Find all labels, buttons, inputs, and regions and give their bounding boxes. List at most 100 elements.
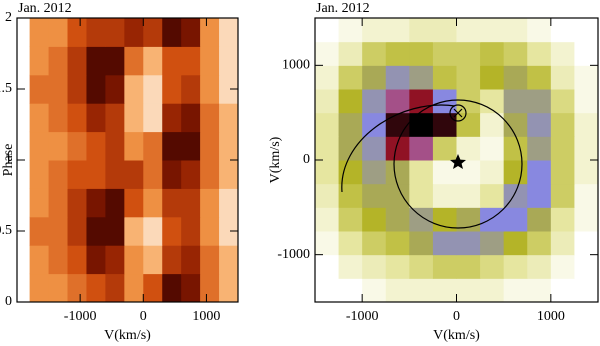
heat-cell [550, 65, 575, 90]
x-tick-label: 1000 [192, 309, 220, 324]
heat-cell [574, 183, 599, 208]
heat-cell [480, 136, 505, 161]
heat-cell [338, 278, 363, 303]
x-axis-label: V(km/s) [104, 328, 151, 343]
heat-cell [503, 65, 528, 90]
y-axis-label: Phase [1, 144, 16, 177]
heat-cell [409, 136, 434, 161]
heat-cell [315, 89, 340, 114]
heat-cell [527, 65, 552, 90]
heat-cell [480, 254, 505, 279]
heat-cell [550, 278, 575, 303]
heat-cell [385, 18, 410, 43]
heat-cell [409, 278, 434, 303]
heat-cell [105, 74, 125, 104]
y-tick-label: 1 [5, 152, 12, 167]
heat-cell [574, 207, 599, 232]
binary-overlay [341, 99, 523, 229]
heat-cell [550, 136, 575, 161]
heat-cell [362, 18, 387, 43]
heat-cell [362, 41, 387, 66]
heat-cell [67, 131, 87, 161]
heat-cell [527, 160, 552, 185]
heat-cell [162, 245, 182, 275]
heat-cell [385, 254, 410, 279]
heat-cell [338, 65, 363, 90]
heat-cell [124, 131, 144, 161]
heat-cell [162, 46, 182, 76]
heat-cell [219, 245, 239, 275]
heat-cell [67, 46, 87, 76]
heat-cell [574, 18, 599, 43]
heat-cell [162, 18, 182, 47]
heat-cell [29, 188, 50, 218]
heat-cell [503, 278, 528, 303]
heat-cell [338, 254, 363, 279]
heat-cell [574, 160, 599, 185]
heat-cell [480, 231, 505, 256]
heat-cell [124, 46, 144, 76]
heat-cell [480, 89, 505, 114]
heat-cell [480, 18, 505, 43]
heat-cell [409, 207, 434, 232]
heat-cell [385, 89, 410, 114]
heat-cell [143, 74, 163, 104]
heat-cell [86, 160, 106, 189]
heat-cell [338, 41, 363, 66]
heat-cell [385, 41, 410, 66]
heat-cell [29, 245, 50, 275]
heat-cell [432, 231, 457, 256]
heat-cell [503, 18, 528, 43]
heat-cell [200, 46, 220, 76]
heat-cell [550, 254, 575, 279]
heat-cell [362, 183, 387, 208]
heat-cell [124, 245, 144, 275]
heat-cell [338, 231, 363, 256]
secondary-marker [449, 104, 467, 122]
heat-cell [527, 183, 552, 208]
y-tick-label: 0.5 [0, 223, 12, 238]
heat-cell [432, 18, 457, 43]
heat-cell [219, 188, 239, 218]
heat-cell [48, 160, 69, 189]
heat-cell [219, 103, 239, 133]
y-tick-label: 0 [303, 152, 310, 167]
heat-cell [409, 231, 434, 256]
x-tick-label: 0 [140, 309, 147, 324]
heat-cell [48, 131, 69, 161]
heat-cell [574, 112, 599, 137]
heat-cell [143, 46, 163, 76]
heat-cell [86, 18, 106, 47]
heat-cell [67, 103, 87, 133]
heat-cell [480, 278, 505, 303]
heat-cell [67, 245, 87, 275]
heat-cell [48, 216, 69, 246]
heat-cell [409, 41, 434, 66]
panel-title: Jan. 2012 [18, 1, 72, 16]
heat-cell [315, 65, 340, 90]
heat-cell [143, 188, 163, 218]
heat-cell [527, 136, 552, 161]
heat-cell [181, 245, 201, 275]
heat-cell [143, 216, 163, 246]
heat-cell [200, 245, 220, 275]
heat-cell [550, 183, 575, 208]
heat-cell [385, 136, 410, 161]
roche-lobe [393, 99, 523, 229]
heat-cell [385, 231, 410, 256]
heat-cell [456, 18, 481, 43]
heat-cell [574, 89, 599, 114]
heat-cell [550, 18, 575, 43]
heat-cell [527, 231, 552, 256]
heat-cell [105, 245, 125, 275]
heat-cell [200, 74, 220, 104]
heat-cell [362, 231, 387, 256]
heat-cell [385, 65, 410, 90]
heat-cell [48, 273, 69, 303]
x-tick-label: -1000 [346, 309, 379, 324]
heat-cell [86, 216, 106, 246]
heat-cell [67, 74, 87, 104]
secondary-cross [453, 108, 463, 118]
heat-cell [181, 46, 201, 76]
